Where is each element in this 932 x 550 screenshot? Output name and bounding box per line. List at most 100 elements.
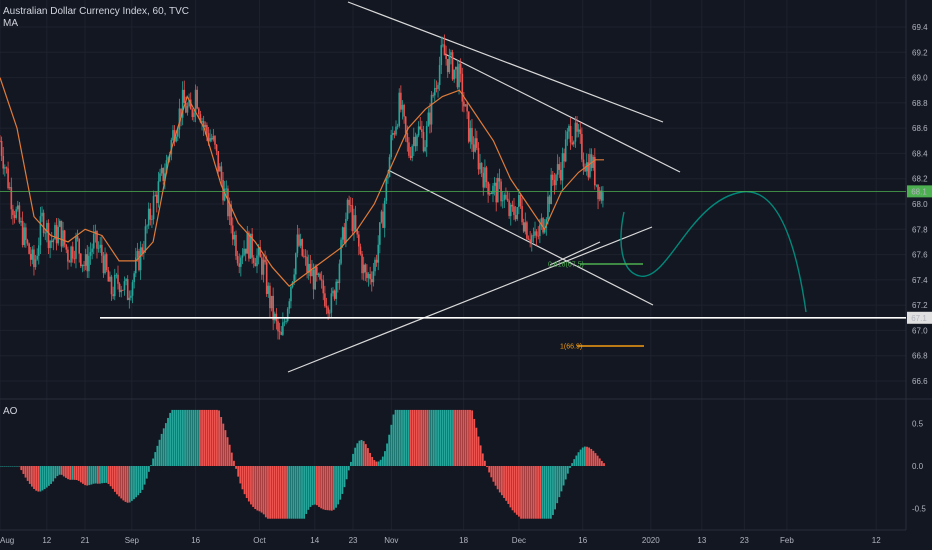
ao-bar — [371, 456, 374, 466]
ao-bar — [290, 466, 293, 519]
candle-body — [122, 289, 124, 291]
candle-body — [401, 104, 404, 110]
candle-body — [403, 104, 405, 117]
ao-bar — [358, 440, 361, 466]
candle-body — [535, 231, 538, 236]
candle-body — [372, 271, 375, 283]
ao-bar — [303, 466, 306, 519]
candle-body — [47, 222, 50, 249]
candle-body — [551, 174, 554, 181]
ao-bar — [392, 414, 395, 466]
candle-body — [173, 130, 176, 142]
ao-bar — [279, 466, 282, 519]
ao-bar — [562, 466, 565, 486]
ao-bar — [458, 409, 461, 466]
ao-bar — [56, 466, 59, 477]
candle-body — [261, 257, 263, 275]
ao-bar — [354, 447, 357, 466]
time-tick-label: Nov — [384, 536, 398, 545]
indicator-label-ma[interactable]: MA — [3, 18, 18, 29]
candle-body — [233, 234, 236, 240]
ao-bar — [309, 466, 312, 507]
candle-body — [220, 166, 223, 180]
ao-bar — [507, 466, 510, 504]
ao-bar — [58, 466, 61, 475]
ao-bar — [7, 466, 10, 467]
candle-body — [390, 134, 392, 158]
ao-bar — [413, 409, 416, 466]
ao-bar — [156, 445, 159, 466]
candle-body — [54, 225, 56, 240]
ao-bar — [560, 466, 563, 492]
candle-body — [398, 92, 401, 126]
price-axis[interactable]: 66.6 66.8 67.0 67.2 67.4 67.6 67.8 68.0 68.2 68.4… — [912, 23, 928, 386]
ao-bar — [35, 466, 38, 491]
candle-body — [267, 285, 270, 294]
candle-body — [424, 147, 426, 152]
candle-body — [479, 162, 481, 170]
ao-bar — [473, 418, 476, 466]
time-tick-label: 16 — [191, 536, 200, 545]
ao-bar — [362, 441, 365, 466]
candle-body — [280, 332, 283, 335]
ao-bar — [230, 452, 233, 466]
ao-bar — [583, 446, 586, 466]
ao-bar — [41, 466, 44, 491]
candle-body — [574, 122, 577, 142]
ao-bar — [281, 466, 284, 519]
ao-bar — [415, 409, 418, 466]
ao-bar — [479, 445, 482, 466]
ao-bar — [209, 409, 212, 466]
candle-body — [362, 264, 365, 274]
candle-body — [191, 109, 194, 118]
ao-bar — [205, 409, 208, 466]
ao-bar — [315, 466, 318, 506]
price-tick-label: 67.8 — [912, 225, 928, 234]
indicator-label-ao[interactable]: AO — [3, 406, 18, 417]
candle-body — [385, 178, 388, 201]
ao-bar — [88, 466, 91, 486]
candle-body — [123, 281, 126, 291]
ao-bar — [356, 443, 359, 466]
ao-bar — [39, 466, 42, 492]
candle-body — [377, 244, 380, 263]
candle-body — [181, 89, 184, 118]
candle-body — [303, 255, 305, 257]
ao-bar — [222, 423, 225, 466]
candle-body — [467, 111, 470, 142]
candle-body — [10, 187, 13, 210]
ao-bar — [220, 417, 223, 466]
ao-bar — [247, 466, 250, 502]
candle-body — [167, 157, 169, 161]
candle-body — [84, 254, 87, 266]
ao-bar — [337, 466, 340, 505]
ao-bar — [411, 409, 414, 466]
ao-bar — [103, 466, 106, 483]
candle-body — [42, 212, 45, 234]
ao-bar — [101, 466, 103, 484]
candle-body — [482, 172, 485, 188]
ao-bar — [518, 466, 520, 517]
ao-bar — [264, 466, 267, 518]
ao-bar — [245, 466, 248, 499]
ao-bar — [384, 451, 386, 466]
price-candles — [0, 34, 604, 340]
ao-bar — [484, 460, 486, 466]
time-tick-label: 18 — [459, 536, 468, 545]
candle-body — [322, 280, 325, 294]
candle-body — [147, 208, 150, 226]
candle-body — [359, 246, 362, 255]
candle-body — [154, 194, 156, 196]
ao-bar — [343, 466, 346, 488]
ao-bar — [177, 409, 180, 466]
candle-body — [332, 290, 334, 294]
candle-body — [330, 293, 333, 313]
candle-body — [532, 235, 535, 237]
time-axis[interactable]: Aug 12 21 Sep 16 Oct 14 23 Nov 18 Dec 16 2020 13 23 Feb… — [0, 536, 881, 545]
candle-body — [349, 205, 352, 207]
ao-axis[interactable]: -0.5 0.0 0.5 — [912, 420, 926, 514]
candle-body — [404, 116, 407, 133]
candle-body — [442, 44, 444, 46]
candle-body — [361, 254, 363, 274]
